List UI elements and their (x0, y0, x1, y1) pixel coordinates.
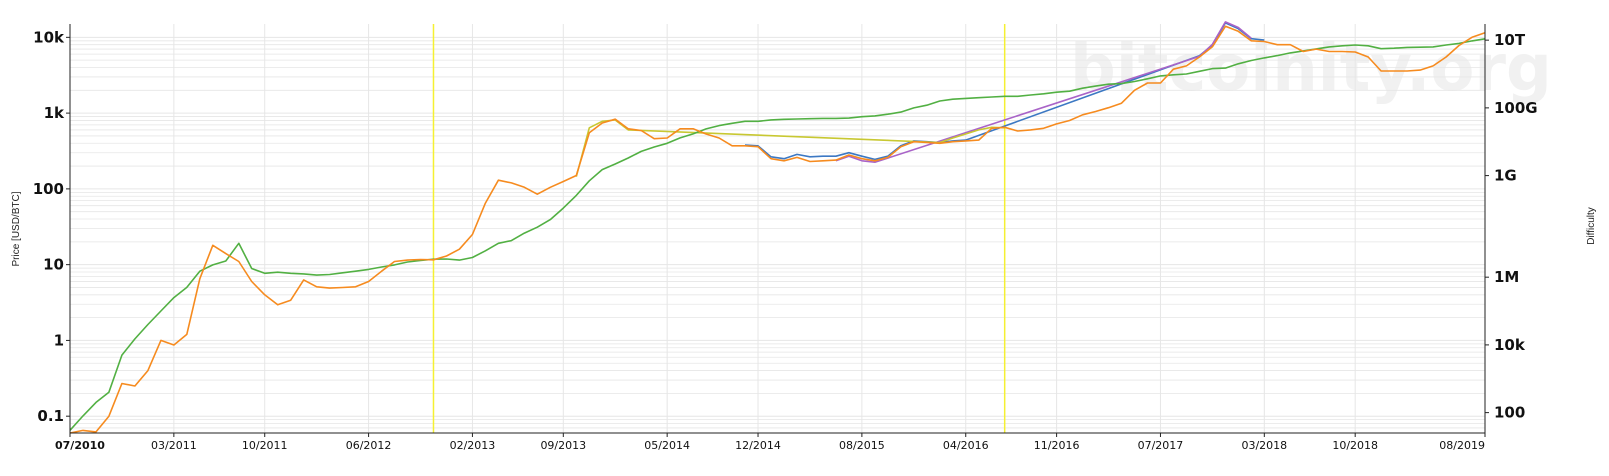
y-tick-label-left: 100 (33, 180, 64, 198)
y-tick-label-right: 100G (1494, 99, 1538, 117)
y-tick-label-left: 0.1 (37, 407, 64, 425)
y-tick-label-right: 1M (1494, 268, 1519, 286)
series-line-price_alt_2 (835, 21, 1252, 163)
x-tick-label: 03/2018 (1241, 439, 1287, 452)
watermark: bitcoinity.org (1070, 32, 1552, 106)
x-tick-label: 09/2013 (540, 439, 586, 452)
x-tick-label: 07/2010 (55, 439, 105, 452)
series-line-price (69, 25, 1486, 434)
y-axis-left-ticks: 0.1 1 10 100 1k 10k (33, 28, 70, 425)
y-tick-label-left: 1 (54, 331, 64, 349)
x-tick-label: 03/2011 (151, 439, 197, 452)
x-tick-label: 07/2017 (1138, 439, 1184, 452)
axes (69, 24, 1486, 434)
y-tick-label-left: 10k (33, 28, 65, 46)
x-tick-label: 12/2014 (735, 439, 781, 452)
x-tick-label: 04/2016 (943, 439, 989, 452)
x-tick-label: 06/2012 (346, 439, 392, 452)
series-line-price_alt_3 (575, 119, 1005, 177)
y-tick-label-right: 100 (1494, 404, 1525, 422)
series-lines (69, 21, 1486, 434)
y-tick-label-left: 1k (44, 104, 65, 122)
grid (69, 24, 1486, 434)
series-line-difficulty (69, 38, 1486, 431)
x-tick-label: 08/2015 (839, 439, 885, 452)
y-tick-label-right: 10k (1494, 336, 1526, 354)
x-tick-label: 08/2019 (1439, 439, 1485, 452)
x-tick-label: 10/2018 (1332, 439, 1378, 452)
x-axis-ticks: 07/2010 03/2011 10/2011 06/2012 02/2013 09/20… (55, 433, 1486, 452)
y-axis-right-title: Difficulty (1586, 207, 1597, 245)
x-tick-label: 11/2016 (1034, 439, 1080, 452)
y-axis-left-title: Price [USD/BTC] (11, 191, 22, 266)
y-axis-right-ticks: 100 10k 1M 1G 100G 10T (1485, 31, 1538, 422)
y-tick-label-right: 10T (1494, 31, 1526, 49)
x-tick-label: 02/2013 (450, 439, 496, 452)
y-tick-label-left: 10 (43, 256, 64, 274)
x-tick-label: 05/2014 (644, 439, 690, 452)
x-tick-label: 10/2011 (242, 439, 288, 452)
y-tick-label-right: 1G (1494, 167, 1517, 185)
vertical-markers (432, 24, 1006, 433)
